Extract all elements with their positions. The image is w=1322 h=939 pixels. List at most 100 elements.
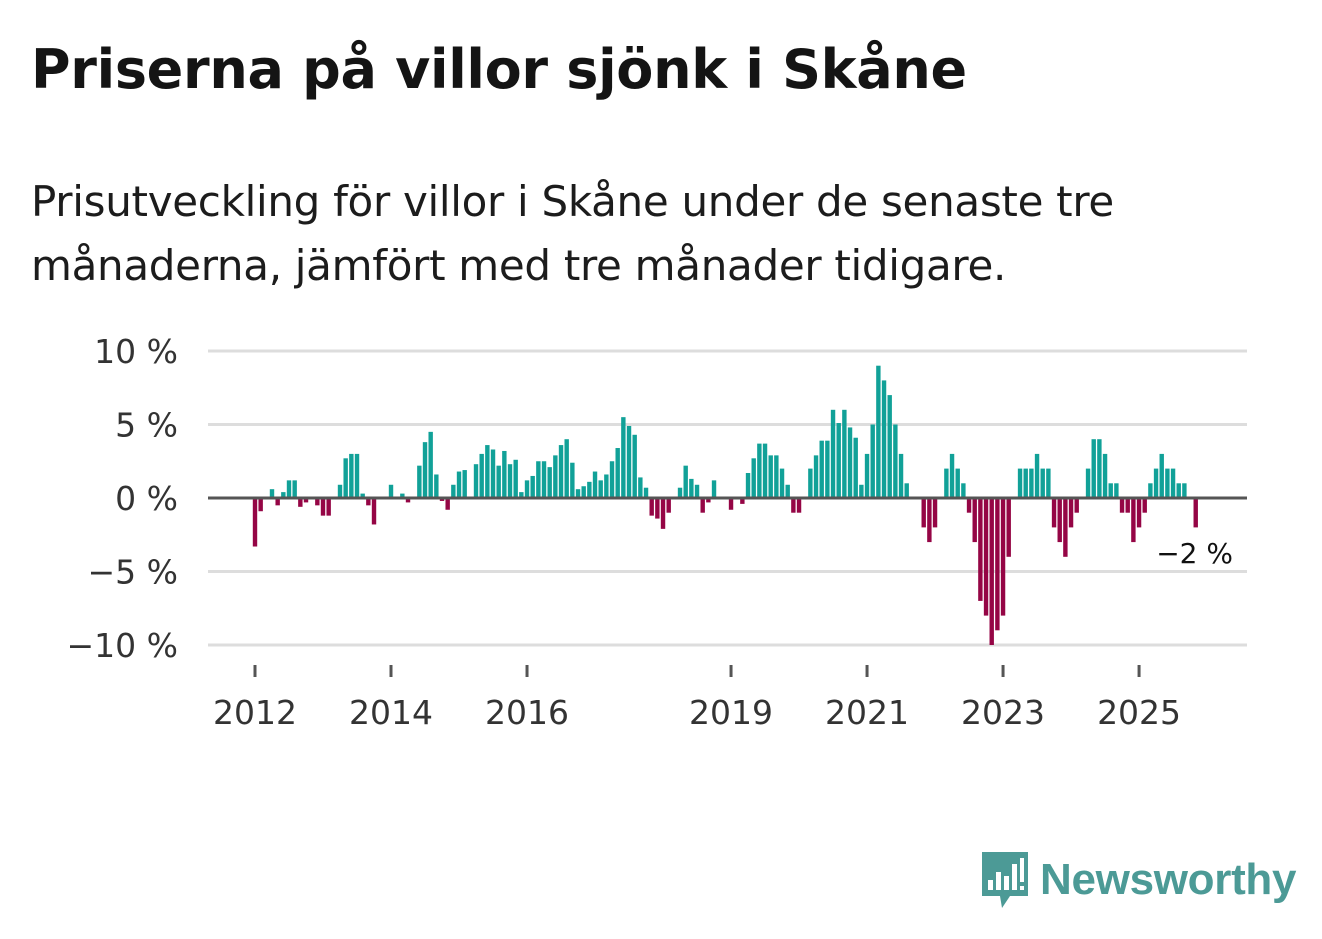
x-tick-label: 2019 [689, 693, 773, 732]
bar [275, 498, 280, 506]
bar [961, 483, 966, 498]
bar [740, 498, 745, 504]
bar [830, 409, 836, 498]
bar [564, 439, 569, 498]
bar [479, 453, 484, 498]
bar [445, 498, 450, 510]
bar [1193, 498, 1198, 528]
bar [422, 442, 428, 498]
bar [417, 465, 422, 498]
bar [1006, 498, 1011, 557]
bar [360, 493, 365, 498]
bar [303, 498, 309, 503]
bar [462, 470, 467, 498]
bar [859, 484, 864, 498]
bar [1159, 453, 1164, 498]
latest-value-annotation: −2 % [1156, 537, 1233, 570]
x-tick-label: 2023 [961, 693, 1045, 732]
bar [768, 455, 773, 498]
bar [1136, 498, 1142, 528]
chart-subtitle: Prisutveckling för villor i Skåne under … [31, 177, 1114, 290]
bar [536, 461, 541, 498]
bar [490, 449, 496, 498]
bar [1057, 498, 1062, 543]
bar [1125, 498, 1130, 513]
bar [587, 481, 592, 498]
bar [570, 462, 575, 498]
brand-logo: Newsworthy [980, 850, 1296, 910]
bar [315, 498, 320, 506]
bar [881, 380, 887, 498]
bar [666, 498, 671, 513]
bar [632, 434, 637, 498]
bar [575, 489, 581, 498]
bar [966, 498, 972, 513]
bar [762, 443, 768, 498]
bar [598, 480, 603, 498]
bar [955, 468, 960, 498]
bar [281, 492, 286, 498]
bar [349, 453, 354, 498]
bar [451, 484, 456, 498]
bar [978, 498, 983, 601]
bar [751, 458, 756, 498]
bar [1165, 468, 1170, 498]
bar [1131, 498, 1136, 543]
bar [694, 484, 700, 498]
bar [711, 480, 717, 498]
bar [689, 478, 694, 498]
bar [1182, 483, 1187, 498]
y-tick-label: −10 % [67, 626, 179, 665]
bar [995, 498, 1000, 631]
bar [592, 471, 598, 498]
bar [1040, 468, 1045, 498]
bar [853, 437, 858, 498]
y-tick-label: 0 % [115, 479, 178, 518]
bar [541, 461, 547, 498]
bar [1091, 439, 1096, 498]
bar [298, 498, 303, 507]
bar [683, 465, 688, 498]
y-tick-label: 10 % [94, 332, 178, 371]
bar [728, 498, 734, 510]
bar [864, 453, 870, 498]
bar [1023, 468, 1028, 498]
bar [1102, 453, 1108, 498]
bar [456, 471, 462, 498]
bar [405, 498, 411, 503]
bar [932, 498, 938, 528]
bar [677, 487, 683, 498]
bar [774, 455, 779, 498]
bar [388, 484, 394, 498]
bar [1148, 483, 1153, 498]
bar [1000, 498, 1006, 616]
bar [354, 453, 360, 498]
bar [808, 468, 813, 498]
bar [371, 498, 377, 525]
bar [507, 464, 513, 498]
bar [1068, 498, 1074, 528]
bar [944, 468, 949, 498]
bar [1170, 468, 1176, 498]
bar [366, 498, 371, 506]
bar [757, 443, 762, 498]
bar [893, 424, 898, 498]
bar [989, 498, 994, 645]
x-tick-label: 2014 [349, 693, 433, 732]
bar [819, 440, 824, 498]
bar [870, 424, 875, 498]
bar [972, 498, 977, 543]
bar [638, 477, 643, 498]
bar [604, 474, 609, 498]
bar [904, 483, 909, 498]
bar [626, 425, 632, 498]
bar [825, 440, 830, 498]
bar [745, 473, 751, 498]
bar [655, 498, 660, 519]
bar [1063, 498, 1068, 557]
bar [1034, 453, 1040, 498]
bar [1153, 468, 1159, 498]
bar [581, 486, 586, 498]
bar [530, 475, 535, 498]
bar [983, 498, 989, 616]
